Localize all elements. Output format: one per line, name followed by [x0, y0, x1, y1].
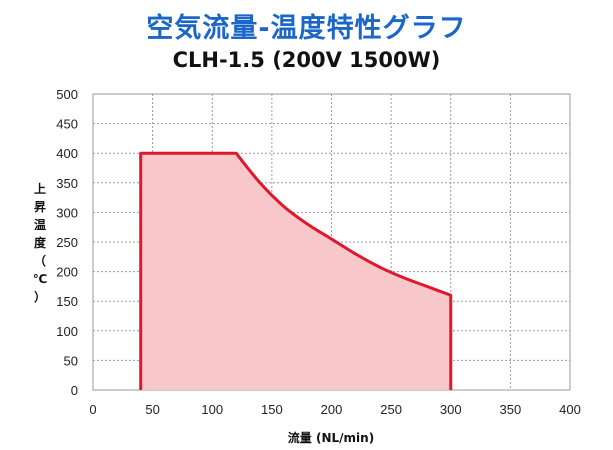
area-layer — [139, 151, 453, 390]
x-tick-label: 200 — [321, 402, 343, 417]
y-tick-label: 100 — [56, 324, 78, 339]
y-tick-label: 450 — [56, 117, 78, 132]
x-tick-label: 100 — [201, 402, 223, 417]
series-line — [139, 151, 453, 390]
x-tick-label: 50 — [145, 402, 159, 417]
x-axis-ticks: 0 50 100 150 200 250 300 350 400 — [89, 402, 580, 417]
x-tick-label: 400 — [559, 402, 581, 417]
y-tick-label: 150 — [56, 294, 78, 309]
y-tick-label: 200 — [56, 265, 78, 280]
x-tick-label: 250 — [380, 402, 402, 417]
y-axis-ticks: 0 50 100 150 200 250 300 350 400 450 500 — [56, 87, 78, 398]
series-area-fill — [140, 153, 451, 390]
y-tick-label: 350 — [56, 176, 78, 191]
y-axis-label-char: 昇 — [34, 200, 46, 214]
y-axis-label-char: 度 — [34, 235, 47, 250]
y-axis-label-char: （ — [34, 253, 46, 268]
y-tick-label: 400 — [56, 146, 78, 161]
chart-subtitle: CLH-1.5 (200V 1500W) — [172, 48, 441, 72]
x-tick-label: 350 — [500, 402, 522, 417]
x-axis-label: 流量 (NL/min) — [288, 430, 374, 445]
y-axis-label-char: 上 — [34, 181, 46, 196]
x-tick-label: 300 — [440, 402, 462, 417]
y-axis-label-char: 温 — [34, 218, 46, 232]
chart-title: 空気流量-温度特性グラフ — [146, 13, 467, 44]
y-tick-label: 0 — [71, 383, 78, 398]
y-tick-label: 50 — [64, 353, 78, 368]
y-tick-label: 500 — [56, 87, 78, 102]
x-tick-label: 150 — [261, 402, 283, 417]
y-axis-label-char: ℃ — [33, 272, 48, 286]
y-axis-label-char: ） — [34, 289, 46, 304]
y-tick-label: 300 — [56, 205, 78, 220]
x-tick-label: 0 — [89, 402, 96, 417]
y-tick-label: 250 — [56, 235, 78, 250]
